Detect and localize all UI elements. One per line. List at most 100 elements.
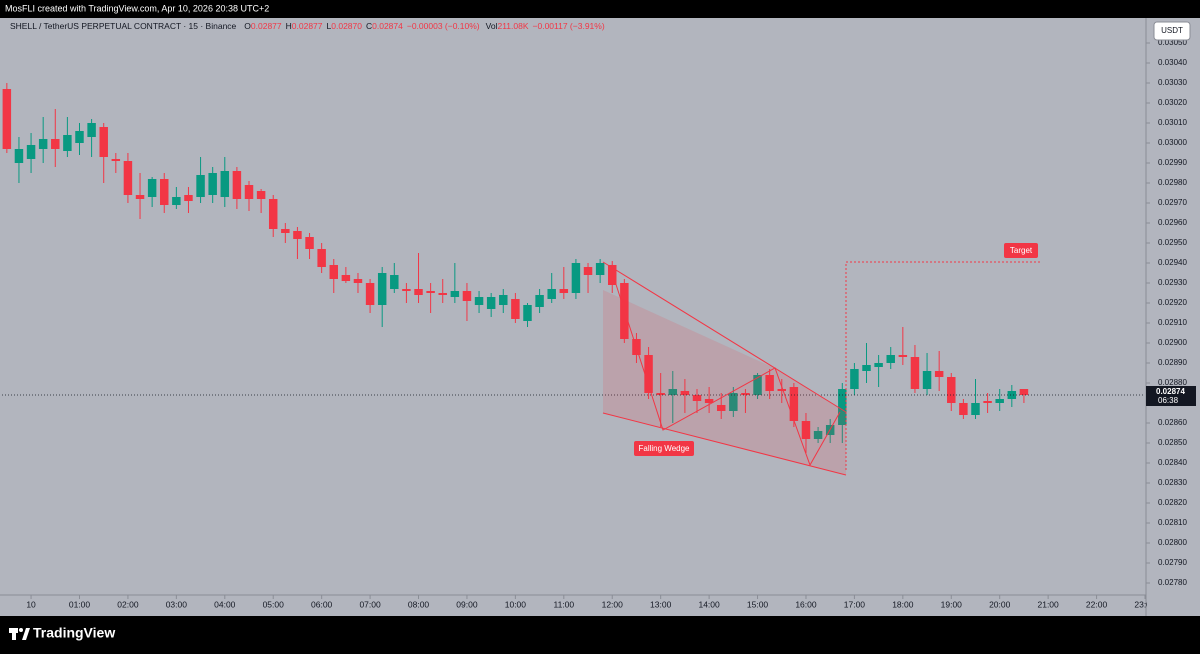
- target-line: [845, 261, 1040, 470]
- countdown: 06:38: [1158, 396, 1179, 405]
- candle-body: [123, 161, 133, 195]
- candle-body: [813, 431, 823, 439]
- candle-body: [111, 159, 121, 161]
- candle-body: [365, 283, 375, 305]
- wedge-lower: [602, 412, 847, 476]
- author-line: MosFLI created with TradingView.com, Apr…: [5, 3, 269, 13]
- chart-background: [0, 18, 1200, 616]
- y-tick-label: 0.02970: [1158, 198, 1187, 207]
- x-tick-label: 06:00: [311, 599, 333, 609]
- candle-body: [692, 395, 702, 401]
- y-tick-label: 0.02980: [1158, 178, 1187, 187]
- legend: SHELL / TetherUS PERPETUAL CONTRACT · 15…: [10, 21, 605, 31]
- y-tick-label: 0.02800: [1158, 538, 1187, 547]
- plot: [2, 83, 1145, 453]
- y-tick-label: 0.02850: [1158, 438, 1187, 447]
- legend-item: −0.00117 (−3.91%): [533, 21, 605, 31]
- currency-button-label[interactable]: USDT: [1161, 26, 1183, 35]
- x-tick-label: 01:00: [69, 599, 91, 609]
- candle-body: [947, 377, 956, 403]
- y-tick-label: 0.02930: [1158, 278, 1187, 287]
- candle-body: [244, 185, 254, 199]
- candle-body: [777, 389, 786, 391]
- top-bar: [0, 0, 1200, 18]
- y-tick-label: 0.02820: [1158, 498, 1187, 507]
- x-tick-label: 15:00: [747, 599, 769, 609]
- candle-body: [329, 265, 338, 279]
- x-tick-label: 08:00: [408, 599, 430, 609]
- x-tick-label: 23:00: [1134, 599, 1156, 609]
- candle-body: [75, 131, 84, 143]
- x-tick-label: 17:00: [844, 599, 866, 609]
- candle-body: [147, 179, 157, 197]
- candle-body: [571, 263, 581, 293]
- x-tick-label: 02:00: [117, 599, 139, 609]
- candle-body: [390, 275, 399, 289]
- legend-line: SHELL / TetherUS PERPETUAL CONTRACT · 15…: [10, 21, 605, 31]
- candle-body: [838, 389, 847, 425]
- wedge-fill: [603, 290, 846, 475]
- candle-body: [208, 173, 217, 195]
- y-tick-label: 0.02950: [1158, 238, 1187, 247]
- candle-body: [38, 139, 48, 149]
- candle-body: [934, 371, 944, 377]
- candle-body: [535, 295, 544, 307]
- y-tick-label: 0.02940: [1158, 258, 1187, 267]
- candle-body: [583, 267, 593, 275]
- y-tick-label: 0.02810: [1158, 518, 1187, 527]
- candle-body: [995, 399, 1004, 403]
- candle-body: [2, 89, 12, 149]
- last-price-box: [1146, 386, 1196, 406]
- legend-item: Vol: [486, 21, 498, 31]
- candle-body: [462, 291, 472, 301]
- candle-body: [595, 263, 605, 275]
- y-tick-label: 0.02840: [1158, 458, 1187, 467]
- candle-body: [232, 171, 242, 199]
- y-tick-label: 0.02900: [1158, 338, 1187, 347]
- candle-body: [910, 357, 920, 389]
- legend-item: C: [366, 21, 372, 31]
- pattern-label: Falling Wedge: [639, 444, 691, 453]
- candle-body: [14, 149, 24, 163]
- y-tick-label: 0.02890: [1158, 358, 1187, 367]
- candle-body: [862, 365, 871, 371]
- currency-button[interactable]: [1153, 21, 1191, 41]
- candle-body: [220, 171, 230, 197]
- brand: TradingView: [33, 625, 115, 641]
- candle-body: [486, 297, 496, 309]
- y-tick-label: 0.03050: [1158, 38, 1187, 47]
- legend-item: 0.02877: [251, 21, 282, 31]
- legend-item: −0.00003 (−0.10%): [407, 21, 480, 31]
- candle-body: [1019, 389, 1029, 395]
- candle-body: [983, 401, 992, 403]
- candle-body: [305, 237, 314, 249]
- candle-body: [1007, 391, 1017, 399]
- candle-body: [741, 393, 750, 395]
- pattern-label-box: [634, 441, 694, 456]
- candle-body: [317, 249, 326, 267]
- candle-body: [450, 291, 460, 297]
- candle-body: [499, 295, 508, 305]
- candle-body: [644, 355, 653, 393]
- legend-item: 211.08K: [497, 21, 528, 31]
- target-label: Target: [1010, 246, 1033, 255]
- candle-body: [414, 289, 423, 295]
- candle-body: [547, 289, 556, 299]
- y-tick-label: 0.02960: [1158, 218, 1187, 227]
- legend-item: H: [286, 21, 292, 31]
- x-tick-label: 18:00: [892, 599, 914, 609]
- candle-body: [196, 175, 205, 197]
- candle-body: [523, 305, 532, 321]
- candle-body: [959, 403, 968, 415]
- candle-body: [135, 195, 145, 199]
- y-tick-label: 0.03030: [1158, 78, 1187, 87]
- candle-body: [789, 387, 799, 421]
- candle-body: [729, 393, 738, 411]
- x-tick-label: 12:00: [602, 599, 624, 609]
- candle-body: [511, 299, 520, 319]
- candle-body: [51, 139, 60, 149]
- legend-item: L: [327, 21, 332, 31]
- candle-body: [26, 145, 36, 159]
- axis-corner: [1147, 596, 1200, 615]
- wedge-drawing: Falling Wedge Target: [602, 243, 1040, 476]
